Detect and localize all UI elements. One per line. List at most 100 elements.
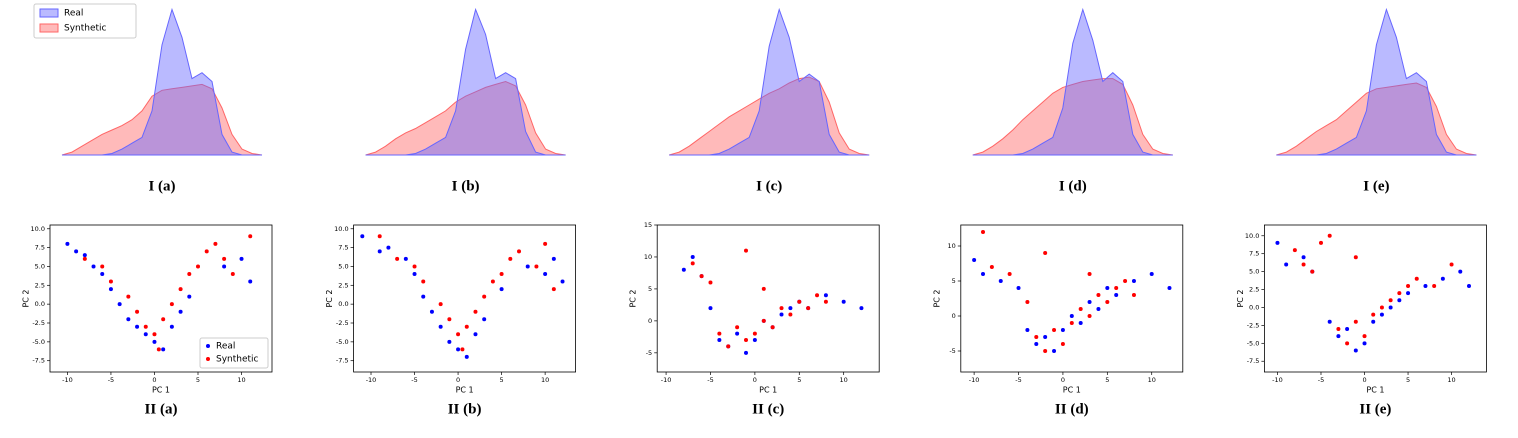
point [744,248,748,253]
point [239,256,244,261]
point [1105,286,1110,290]
y-tick-label: -7.5 [32,357,45,365]
point [1016,286,1021,290]
plot-frame [960,224,1184,373]
point [1458,269,1463,274]
point [403,256,408,261]
point [82,256,87,261]
caption: I (a) [148,178,175,194]
y-tick-label: 0 [952,312,956,320]
density-area [1276,7,1477,156]
caption: II (b) [448,401,482,417]
density-area [972,7,1173,156]
point [972,258,977,262]
point [152,332,157,337]
legend: Real Synthetic [199,337,269,369]
y-tick-label: 5 [952,277,956,285]
point [1043,349,1048,353]
x-tick-label: -10 [366,376,377,384]
y-axis-label: PC 2 [1236,289,1245,307]
point [1353,319,1358,324]
point [690,261,695,266]
point [1069,314,1074,318]
density-area [1276,82,1477,156]
point [1052,328,1057,332]
caption: II (e) [1359,401,1391,417]
legend-label: Synthetic [216,355,259,365]
point [377,234,382,239]
point [1087,300,1092,304]
point [797,299,802,304]
point [1440,276,1445,281]
point [482,294,487,299]
point [65,241,70,246]
y-tick-label: -5.0 [336,338,349,346]
y-tick-label: -5 [646,349,652,357]
point [823,293,828,298]
y-tick-label: 2.5 [338,281,348,289]
x-tick-label: -5 [411,376,417,384]
point [169,302,174,307]
density-area [61,83,263,156]
point [560,279,565,284]
point [1379,312,1384,317]
y-tick-label: 5 [648,285,652,293]
y-tick-label: -2.5 [336,319,349,327]
point [1406,291,1411,296]
point [1432,283,1437,288]
point [126,294,131,299]
legend-marker [206,357,210,361]
point [248,279,253,284]
point [1318,240,1323,245]
point [989,265,994,269]
point [1388,298,1393,303]
point [117,302,122,307]
point [1388,305,1393,310]
point [717,331,722,336]
caption: I (b) [452,178,480,194]
point [788,306,793,311]
point [187,272,192,276]
point [473,332,478,337]
x-tick-label: 5 [797,376,801,384]
point [1034,342,1039,346]
point [699,274,704,279]
point [1007,272,1012,276]
y-tick-label: 10.0 [1245,232,1259,240]
point [534,264,539,269]
point [108,287,113,292]
point [108,279,113,284]
point [1087,314,1092,318]
caption: I (d) [1059,178,1087,194]
point [1060,342,1065,346]
legend-swatch [39,8,59,18]
x-tick-label: 10 [237,376,245,384]
y-tick-label: 7.5 [35,244,45,252]
point [161,347,166,352]
density-area [669,7,870,156]
x-tick-label: -10 [1272,376,1283,384]
point [1327,233,1332,238]
point [1275,240,1280,245]
point [1292,248,1297,253]
x-tick-label: -10 [661,376,672,384]
point [543,241,548,246]
y-axis-label: PC 2 [22,289,31,307]
point [126,317,131,322]
point [543,272,548,276]
point [1336,334,1341,339]
point [517,249,522,254]
point [1371,312,1376,317]
point [1362,341,1367,346]
point [681,267,686,272]
point [1397,298,1402,303]
point [178,309,183,314]
density-area [62,7,262,156]
y-tick-label: 15 [644,221,652,229]
point [395,256,400,261]
point [499,272,504,276]
point [744,350,748,355]
y-tick-label: 0.0 [35,300,45,308]
point [473,309,478,314]
